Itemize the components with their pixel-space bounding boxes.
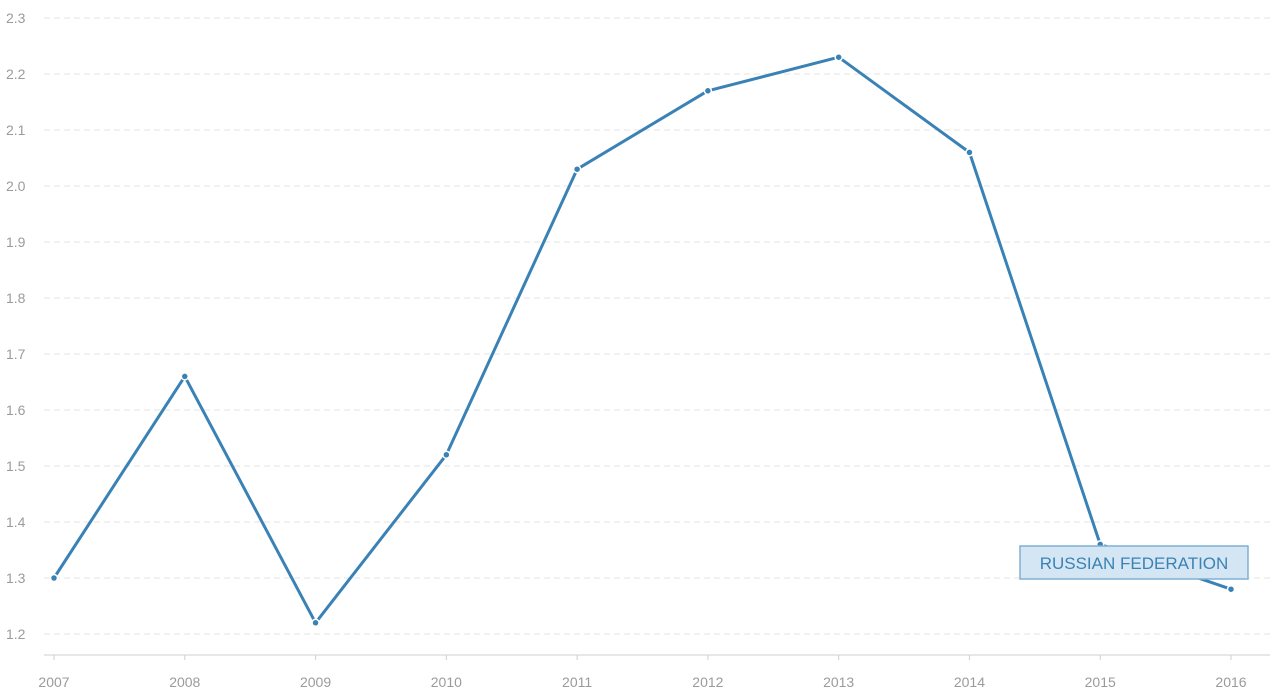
data-point-2013[interactable] — [834, 52, 843, 62]
data-point-2009[interactable] — [311, 618, 320, 628]
x-tick-label: 2012 — [692, 674, 723, 690]
series-label: RUSSIAN FEDERATION — [1019, 545, 1249, 580]
x-tick-label: 2011 — [562, 674, 592, 690]
data-point-2011[interactable] — [572, 164, 582, 174]
y-tick-label: 1.2 — [6, 626, 26, 642]
y-axis-tick-labels: 1.2 1.3 1.4 1.5 1.6 1.7 1.8 1.9 2.0 2.1 2.2 2.3 — [6, 10, 26, 642]
y-tick-label: 2.1 — [6, 122, 26, 138]
y-tick-label: 1.3 — [6, 570, 26, 586]
data-point-2007[interactable] — [49, 573, 59, 583]
series-group — [49, 52, 1236, 628]
data-point-2012[interactable] — [703, 86, 713, 96]
y-tick-label: 1.5 — [6, 458, 26, 474]
data-point-2008[interactable] — [180, 372, 190, 381]
x-tick-label: 2014 — [954, 674, 985, 690]
y-tick-label: 2.2 — [6, 66, 26, 82]
x-tick-label: 2013 — [823, 674, 854, 690]
x-tick-label: 2007 — [38, 674, 69, 690]
x-tick-label: 2010 — [431, 674, 462, 690]
x-tick-label: 2015 — [1085, 674, 1116, 690]
x-axis-tick-labels: 2007 2008 2009 2010 2011 2012 2013 2014 2015 2016 — [38, 674, 1246, 690]
series-label-text: RUSSIAN FEDERATION — [1040, 554, 1229, 573]
y-tick-label: 2.3 — [6, 10, 26, 26]
x-tick-label: 2016 — [1215, 674, 1246, 690]
data-point-2016[interactable] — [1226, 584, 1236, 594]
gridlines — [44, 17, 1270, 635]
series-line — [52, 55, 1233, 625]
y-tick-label: 1.6 — [6, 402, 26, 418]
y-tick-label: 1.7 — [6, 346, 26, 362]
x-tick-label: 2009 — [300, 674, 331, 690]
data-point-2010[interactable] — [442, 450, 451, 460]
y-tick-label: 1.9 — [6, 234, 26, 250]
series-label-box — [1019, 545, 1249, 580]
data-point-2014[interactable] — [965, 148, 974, 157]
y-tick-label: 2.0 — [6, 178, 26, 194]
y-tick-label: 1.4 — [6, 514, 26, 530]
x-axis — [44, 654, 1270, 660]
x-tick-label: 2008 — [169, 674, 200, 690]
y-tick-label: 1.8 — [6, 290, 26, 306]
